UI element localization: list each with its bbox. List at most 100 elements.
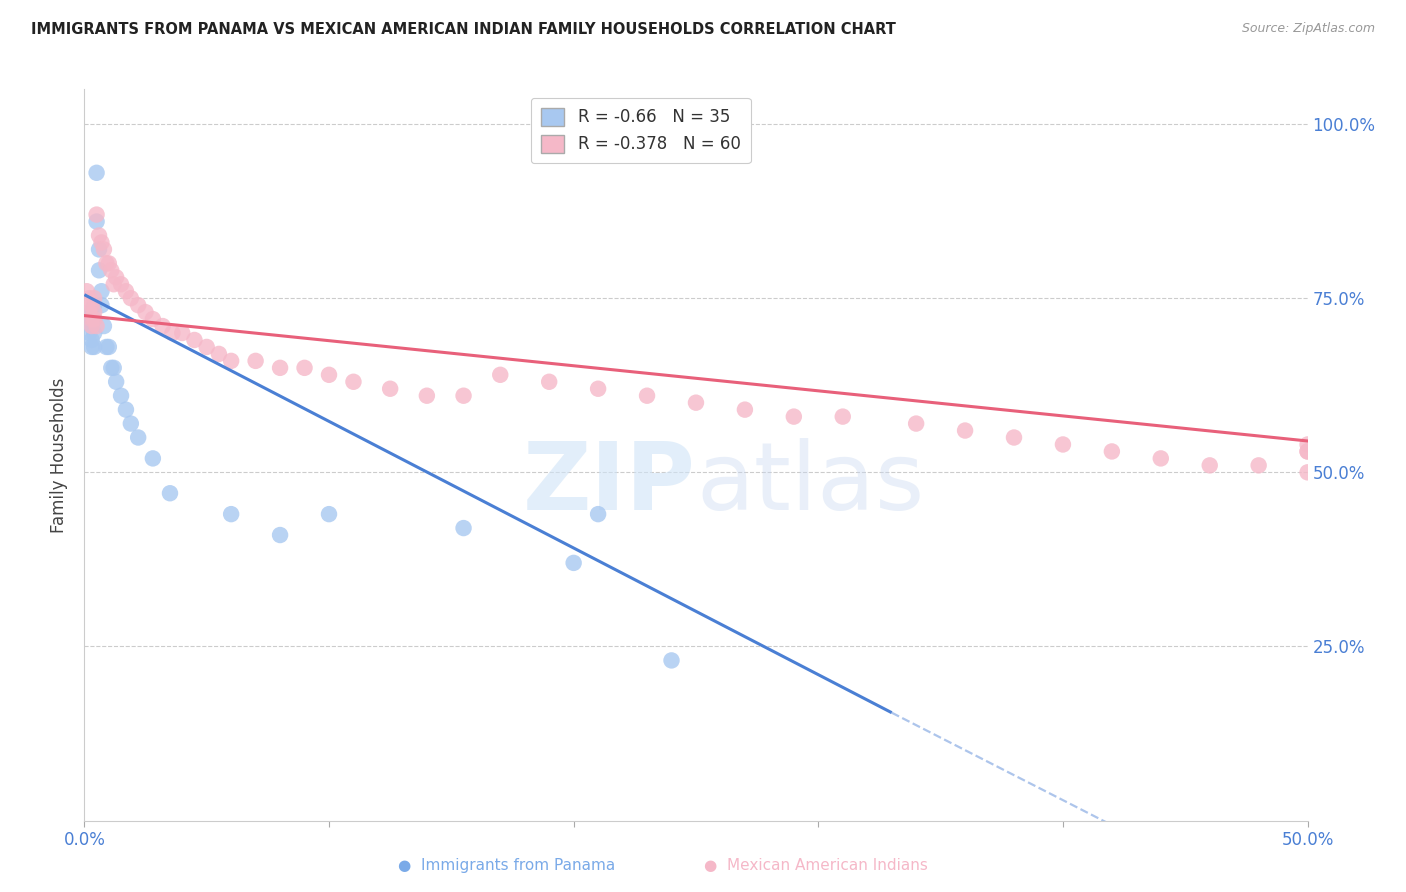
Point <box>87 243 110 257</box>
Point <box>100 263 122 277</box>
Point <box>77 326 100 340</box>
Point <box>734 402 756 417</box>
Point <box>905 417 928 431</box>
Point <box>96 256 118 270</box>
Point <box>142 312 165 326</box>
Point <box>562 556 585 570</box>
Point <box>83 291 105 305</box>
Point <box>538 375 561 389</box>
Y-axis label: Family Households: Family Households <box>51 377 69 533</box>
Point <box>245 354 267 368</box>
Point <box>1296 466 1319 480</box>
Point <box>76 284 98 298</box>
Point <box>1002 430 1025 444</box>
Point <box>97 340 120 354</box>
Point <box>77 305 100 319</box>
Point <box>80 319 103 334</box>
Text: Source: ZipAtlas.com: Source: ZipAtlas.com <box>1241 22 1375 36</box>
Point <box>208 347 231 361</box>
Point <box>1198 458 1220 473</box>
Point <box>661 653 683 667</box>
Point <box>183 333 205 347</box>
Point <box>80 312 103 326</box>
Point <box>219 507 242 521</box>
Point <box>127 430 149 444</box>
Point <box>86 319 108 334</box>
Text: ZIP: ZIP <box>523 438 696 530</box>
Point <box>142 451 165 466</box>
Point <box>1296 444 1319 458</box>
Point <box>294 360 316 375</box>
Point <box>96 340 118 354</box>
Text: ●  Mexican American Indians: ● Mexican American Indians <box>703 858 928 872</box>
Point <box>80 319 103 334</box>
Point <box>586 507 609 521</box>
Point <box>636 389 658 403</box>
Point <box>115 284 138 298</box>
Legend: R = -0.66   N = 35, R = -0.378   N = 60: R = -0.66 N = 35, R = -0.378 N = 60 <box>531 97 751 163</box>
Point <box>685 395 707 409</box>
Point <box>110 389 132 403</box>
Point <box>162 326 184 340</box>
Point <box>1296 437 1319 451</box>
Point <box>97 256 120 270</box>
Text: atlas: atlas <box>696 438 924 530</box>
Point <box>127 298 149 312</box>
Point <box>80 333 103 347</box>
Text: ●  Immigrants from Panama: ● Immigrants from Panama <box>398 858 614 872</box>
Point <box>831 409 853 424</box>
Point <box>269 528 291 542</box>
Point <box>86 214 108 228</box>
Point <box>135 305 157 319</box>
Point <box>90 235 112 250</box>
Point <box>90 284 112 298</box>
Point <box>1150 451 1173 466</box>
Point <box>342 375 364 389</box>
Point <box>100 360 122 375</box>
Point <box>80 298 103 312</box>
Point <box>953 424 976 438</box>
Point <box>269 360 291 375</box>
Point <box>110 277 132 292</box>
Point <box>453 389 475 403</box>
Point <box>83 305 105 319</box>
Point <box>105 270 128 285</box>
Point <box>219 354 242 368</box>
Point <box>83 312 105 326</box>
Point <box>453 521 475 535</box>
Point <box>416 389 439 403</box>
Point <box>80 340 103 354</box>
Point <box>76 312 98 326</box>
Point <box>318 368 340 382</box>
Point <box>83 312 105 326</box>
Point <box>103 277 125 292</box>
Point <box>77 305 100 319</box>
Point <box>489 368 512 382</box>
Point <box>87 228 110 243</box>
Point <box>87 263 110 277</box>
Point <box>1296 444 1319 458</box>
Point <box>103 360 125 375</box>
Point <box>380 382 402 396</box>
Point <box>172 326 194 340</box>
Point <box>93 243 115 257</box>
Point <box>83 298 105 312</box>
Point <box>120 291 142 305</box>
Point <box>152 319 174 334</box>
Text: IMMIGRANTS FROM PANAMA VS MEXICAN AMERICAN INDIAN FAMILY HOUSEHOLDS CORRELATION : IMMIGRANTS FROM PANAMA VS MEXICAN AMERIC… <box>31 22 896 37</box>
Point <box>1052 437 1074 451</box>
Point <box>120 417 142 431</box>
Point <box>115 402 138 417</box>
Point <box>86 208 108 222</box>
Point <box>83 326 105 340</box>
Point <box>90 298 112 312</box>
Point <box>1247 458 1270 473</box>
Point <box>586 382 609 396</box>
Point <box>783 409 806 424</box>
Point <box>159 486 181 500</box>
Point <box>318 507 340 521</box>
Point <box>105 375 128 389</box>
Point <box>86 166 108 180</box>
Point <box>195 340 218 354</box>
Point <box>83 340 105 354</box>
